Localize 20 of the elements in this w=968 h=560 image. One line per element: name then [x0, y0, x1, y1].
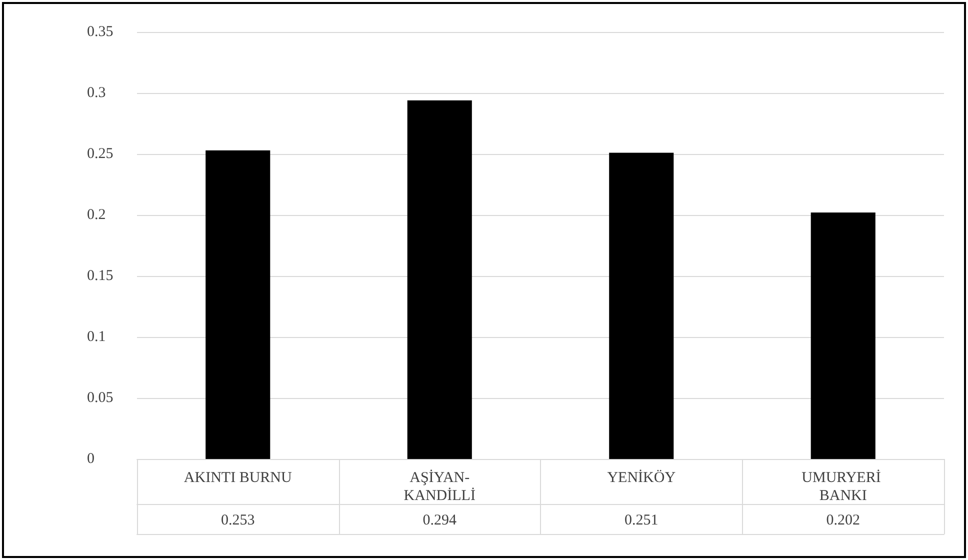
x-tick-label: YENİKÖY [607, 469, 676, 486]
data-label: 0.251 [624, 512, 658, 528]
y-tick-label: 0.1 [87, 329, 106, 345]
y-tick-label: 0.15 [87, 268, 114, 284]
bar [810, 212, 876, 459]
y-tick-label: 0.2 [87, 207, 106, 223]
data-label: 0.294 [422, 512, 457, 528]
x-tick-label: AKINTI BURNU [184, 470, 292, 486]
y-tick-label: 0 [87, 451, 94, 467]
bar [407, 100, 472, 459]
bar [206, 150, 270, 459]
x-tick-label: UMURYERİ BANKI [802, 469, 885, 504]
y-tick-label: 0.35 [87, 24, 114, 40]
data-label: 0.202 [826, 512, 860, 528]
y-tick-label: 0.05 [87, 390, 114, 406]
data-label: 0.253 [221, 512, 255, 528]
bar [609, 152, 674, 459]
x-tick-label: AŞİYAN-KANDİLLİ [404, 469, 476, 504]
y-tick-label: 0.25 [87, 146, 114, 162]
y-tick-label: 0.3 [87, 85, 106, 101]
